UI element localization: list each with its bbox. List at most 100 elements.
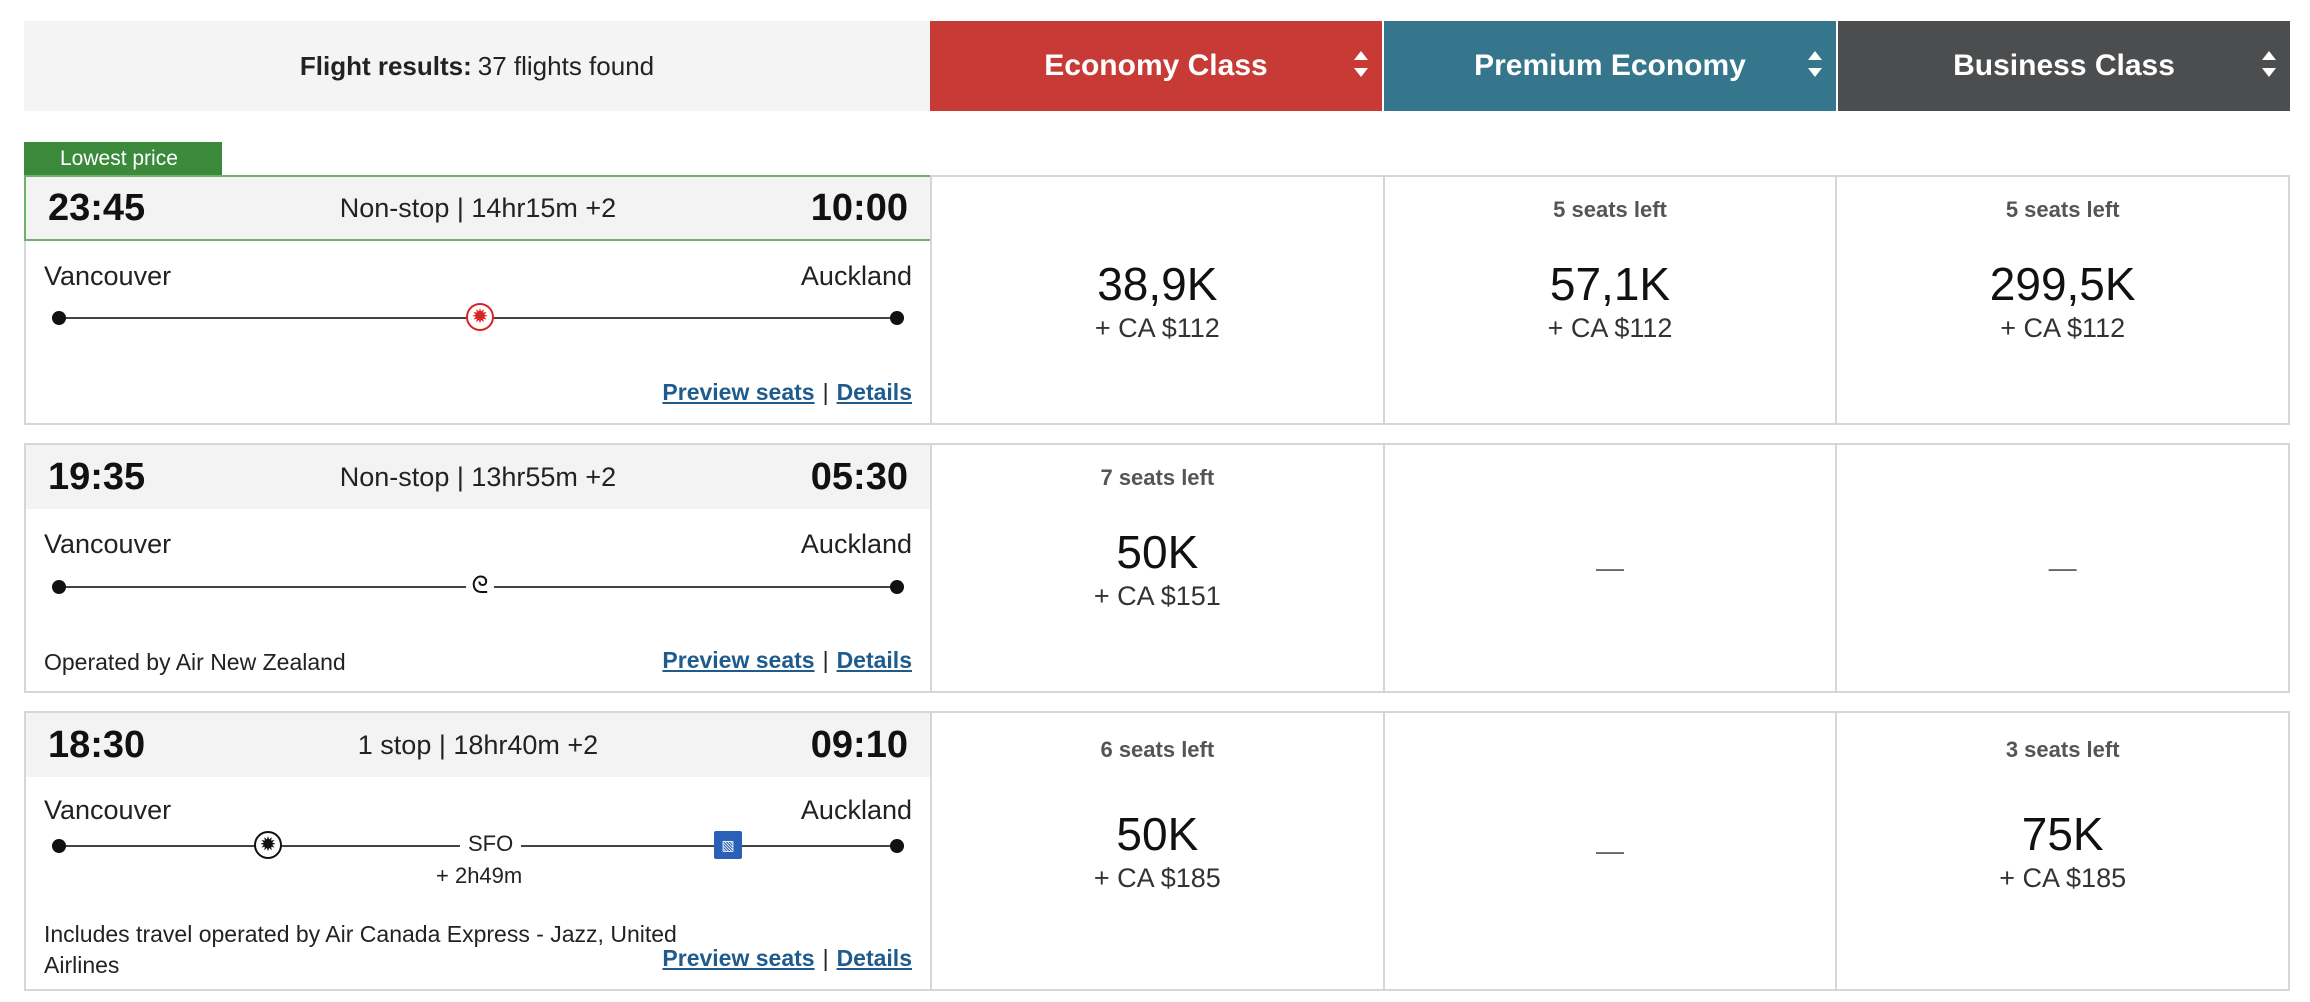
- economy-fare-cell[interactable]: 7 seats left 50K + CA $151: [930, 443, 1385, 693]
- fare-points: 57,1K: [1549, 258, 1671, 310]
- flight-results-summary: Flight results: 37 flights found: [24, 21, 930, 111]
- fare-points: 50K: [1116, 808, 1199, 860]
- route-cities: Vancouver Auckland: [44, 261, 912, 292]
- economy-fare-cell[interactable]: 38,9K + CA $112: [930, 175, 1385, 425]
- business-fare-cell: —: [1837, 443, 2291, 693]
- details-link[interactable]: Details: [836, 647, 912, 673]
- fare-taxes: + CA $185: [1999, 863, 2127, 893]
- fare-taxes: + CA $112: [2000, 313, 2126, 343]
- results-count: 37 flights found: [477, 50, 655, 81]
- fare-taxes: + CA $112: [1547, 313, 1673, 343]
- premium-economy-fare-cell: —: [1384, 711, 1838, 991]
- unavailable-dash: —: [1596, 552, 1624, 583]
- results-label: Flight results:: [299, 50, 472, 81]
- lowest-price-label: Lowest price: [60, 147, 178, 170]
- route-line: ✹ SFO ▧: [52, 831, 904, 859]
- operated-by-note: Operated by Air New Zealand: [44, 649, 346, 675]
- flight-summary-bar: 19:35 Non-stop | 13hr55m +2 05:30: [26, 445, 930, 509]
- flight-duration-summary: Non-stop | 13hr55m +2: [339, 461, 617, 492]
- flight-itinerary: 18:30 1 stop | 18hr40m +2 09:10 Vancouve…: [24, 711, 930, 991]
- flight-duration-summary: 1 stop | 18hr40m +2: [357, 729, 599, 760]
- flight-itinerary: 19:35 Non-stop | 13hr55m +2 05:30 Vancou…: [24, 443, 930, 693]
- flight-duration-summary: Non-stop | 14hr15m +2: [339, 192, 617, 223]
- fare-points: 38,9K: [1097, 258, 1218, 310]
- sort-icon: [1354, 51, 1368, 77]
- origin-city: Vancouver: [44, 795, 172, 825]
- fare-taxes: + CA $185: [1093, 863, 1221, 893]
- layover-duration: + 2h49m: [428, 863, 531, 889]
- route-line: ✹: [52, 303, 904, 331]
- cabin-label: Economy Class: [1044, 49, 1268, 82]
- route-cities: Vancouver Auckland: [44, 529, 912, 560]
- destination-city: Auckland: [800, 795, 912, 825]
- destination-dot: [890, 311, 904, 325]
- preview-seats-link[interactable]: Preview seats: [662, 379, 815, 405]
- flight-summary-bar: 18:30 1 stop | 18hr40m +2 09:10: [26, 713, 930, 777]
- flight-links: Preview seats | Details: [662, 945, 912, 972]
- link-separator: |: [822, 379, 829, 405]
- details-link[interactable]: Details: [836, 945, 912, 971]
- results-header: Flight results: 37 flights found Economy…: [24, 21, 2290, 111]
- fare-taxes: + CA $112: [1094, 313, 1220, 343]
- flight-itinerary: 23:45 Non-stop | 14hr15m +2 10:00 Vancou…: [24, 175, 932, 425]
- premium-economy-sort-header[interactable]: Premium Economy: [1382, 21, 1836, 111]
- cabin-label: Business Class: [1953, 49, 2175, 82]
- fare-points: 75K: [2021, 808, 2104, 860]
- sort-icon: [1808, 51, 1822, 77]
- maple-leaf-icon: ✹: [254, 831, 282, 859]
- flight-links: Preview seats | Details: [662, 647, 912, 674]
- preview-seats-link[interactable]: Preview seats: [662, 647, 815, 673]
- cabin-label: Premium Economy: [1474, 49, 1746, 82]
- origin-dot: [52, 580, 66, 594]
- fare-points: 299,5K: [1989, 258, 2136, 310]
- origin-city: Vancouver: [44, 261, 172, 291]
- stop-airport: SFO: [460, 831, 522, 857]
- departure-time: 19:35: [48, 455, 146, 498]
- destination-city: Auckland: [800, 261, 912, 291]
- business-fare-cell[interactable]: 3 seats left 75K + CA $185: [1837, 711, 2291, 991]
- flight-row: 18:30 1 stop | 18hr40m +2 09:10 Vancouve…: [24, 711, 2291, 991]
- link-separator: |: [822, 945, 829, 971]
- united-globe-icon: ▧: [714, 831, 742, 859]
- seats-left: 5 seats left: [2005, 197, 2120, 222]
- fare-taxes: + CA $151: [1093, 581, 1221, 611]
- destination-dot: [890, 580, 904, 594]
- fare-points: 50K: [1116, 526, 1199, 578]
- seats-left: 6 seats left: [1100, 737, 1215, 762]
- seats-left: 5 seats left: [1553, 197, 1667, 222]
- route-cities: Vancouver Auckland: [44, 795, 912, 826]
- lowest-price-badge: Lowest price: [24, 142, 222, 190]
- departure-time: 18:30: [48, 723, 146, 766]
- maple-leaf-icon: ✹: [466, 303, 494, 331]
- origin-city: Vancouver: [44, 529, 172, 559]
- arrival-time: 05:30: [810, 455, 908, 498]
- destination-city: Auckland: [800, 529, 912, 559]
- flight-links: Preview seats | Details: [662, 379, 912, 406]
- unavailable-dash: —: [1596, 835, 1624, 866]
- origin-dot: [52, 839, 66, 853]
- koru-icon: ᘓ: [466, 572, 494, 600]
- flight-row: 19:35 Non-stop | 13hr55m +2 05:30 Vancou…: [24, 443, 2291, 693]
- flight-row: 23:45 Non-stop | 14hr15m +2 10:00 Vancou…: [24, 175, 2291, 425]
- details-link[interactable]: Details: [836, 379, 912, 405]
- flight-summary-bar: 23:45 Non-stop | 14hr15m +2 10:00: [24, 175, 932, 241]
- seats-left: 7 seats left: [1100, 465, 1215, 490]
- operated-by-note: Includes travel operated by Air Canada E…: [44, 921, 677, 978]
- economy-class-sort-header[interactable]: Economy Class: [930, 21, 1382, 111]
- departure-time: 23:45: [48, 186, 146, 229]
- seats-left: 3 seats left: [2005, 737, 2120, 762]
- business-class-sort-header[interactable]: Business Class: [1836, 21, 2290, 111]
- preview-seats-link[interactable]: Preview seats: [662, 945, 815, 971]
- origin-dot: [52, 311, 66, 325]
- destination-dot: [890, 839, 904, 853]
- arrival-time: 09:10: [810, 723, 908, 766]
- unavailable-dash: —: [2048, 552, 2077, 583]
- premium-economy-fare-cell: —: [1384, 443, 1838, 693]
- sort-icon: [2262, 51, 2276, 77]
- arrival-time: 10:00: [810, 186, 908, 229]
- economy-fare-cell[interactable]: 6 seats left 50K + CA $185: [930, 711, 1385, 991]
- route-line: ᘓ: [52, 572, 904, 600]
- link-separator: |: [822, 647, 829, 673]
- premium-economy-fare-cell[interactable]: 5 seats left 57,1K + CA $112: [1384, 175, 1838, 425]
- business-fare-cell[interactable]: 5 seats left 299,5K + CA $112: [1837, 175, 2291, 425]
